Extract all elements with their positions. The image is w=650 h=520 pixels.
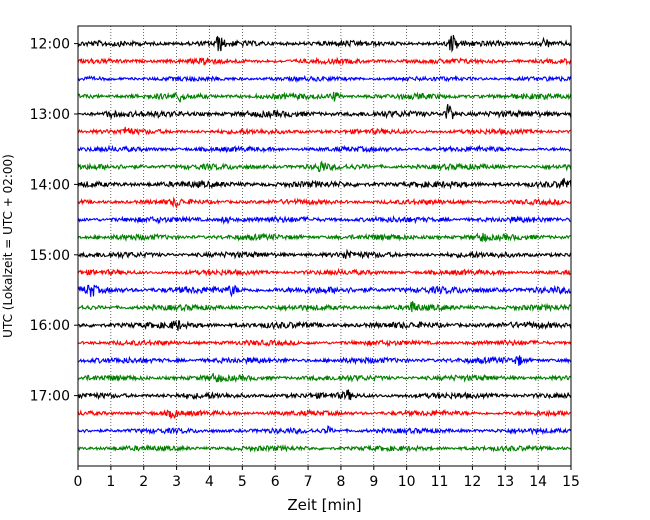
trace-1515 <box>77 267 572 277</box>
trace-1230 <box>77 74 572 84</box>
x-axis-ticks: 0 1 2 3 4 5 6 7 8 9 10 11 12 13 14 15 <box>74 466 580 490</box>
trace-1715 <box>77 408 572 420</box>
trace-1500 <box>77 248 572 260</box>
trace-1600 <box>77 319 572 331</box>
plot-frame <box>77 25 572 467</box>
y-tick-label-3: 15:00 <box>30 248 70 264</box>
trace-1730 <box>77 425 572 436</box>
x-tick-label-4: 4 <box>205 474 214 490</box>
trace-1415 <box>77 196 572 209</box>
trace-1215 <box>77 56 572 66</box>
x-tick-label-8: 8 <box>336 474 345 490</box>
trace-1345 <box>77 160 572 173</box>
x-tick-label-13: 13 <box>496 474 514 490</box>
y-tick-label-4: 16:00 <box>30 318 70 334</box>
x-tick-label-1: 1 <box>106 474 115 490</box>
x-tick-label-7: 7 <box>304 474 313 490</box>
trace-1315 <box>77 126 572 136</box>
y-tick-label-1: 13:00 <box>30 107 70 123</box>
y-tick-label-5: 17:00 <box>30 389 70 405</box>
x-tick-label-9: 9 <box>369 474 378 490</box>
y-axis-ticks: 12:00 13:00 14:00 15:00 16:00 17:00 <box>30 37 78 405</box>
trace-1400 <box>77 177 572 190</box>
x-tick-label-11: 11 <box>431 474 449 490</box>
trace-1545 <box>77 301 572 313</box>
x-tick-label-5: 5 <box>238 474 247 490</box>
trace-1530 <box>77 284 572 298</box>
trace-1700 <box>77 389 572 401</box>
trace-1445 <box>77 232 572 243</box>
x-tick-label-2: 2 <box>139 474 148 490</box>
trace-1745 <box>77 443 572 453</box>
trace-1645 <box>77 373 572 383</box>
x-tick-label-15: 15 <box>562 474 580 490</box>
traces <box>77 34 572 453</box>
trace-1630 <box>77 355 572 366</box>
trace-1615 <box>77 338 572 348</box>
trace-1330 <box>77 144 572 154</box>
x-tick-label-3: 3 <box>172 474 181 490</box>
y-tick-label-0: 12:00 <box>30 37 70 53</box>
x-tick-label-0: 0 <box>74 474 83 490</box>
y-axis-label: UTC (Lokalzeit = UTC + 02:00) <box>1 154 15 338</box>
y-tick-label-2: 14:00 <box>30 177 70 193</box>
trace-1430 <box>77 214 572 225</box>
trace-1300 <box>77 103 572 120</box>
x-axis-label: Zeit [min] <box>287 496 361 514</box>
x-tick-label-6: 6 <box>271 474 280 490</box>
grid-lines <box>110 26 539 466</box>
x-tick-label-14: 14 <box>529 474 547 490</box>
x-tick-label-12: 12 <box>463 474 481 490</box>
trace-1245 <box>77 91 572 103</box>
trace-1200 <box>77 34 572 53</box>
x-tick-label-10: 10 <box>398 474 416 490</box>
